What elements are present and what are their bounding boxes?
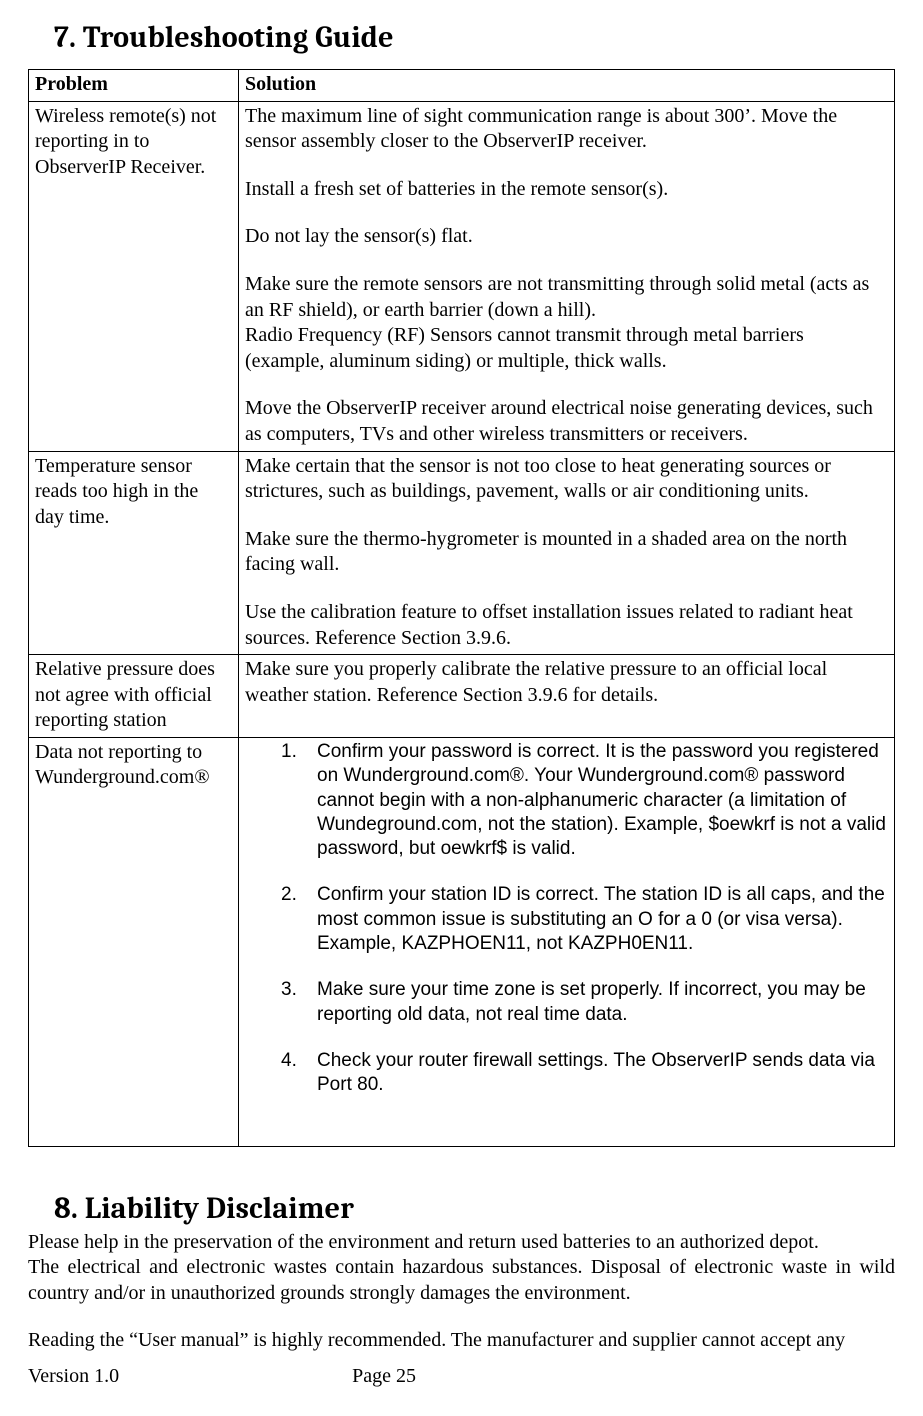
solution-paragraph: Make sure the thermo-hygrometer is mount…	[245, 527, 888, 578]
problem-cell: Relative pressure does not agree with of…	[29, 655, 239, 738]
solution-cell: The maximum line of sight communication …	[239, 101, 895, 451]
heading-liability: 8. Liability Disclaimer	[54, 1191, 895, 1226]
liability-paragraph: Reading the “User manual” is highly reco…	[28, 1328, 895, 1354]
list-item: Confirm your password is correct. It is …	[281, 740, 888, 862]
liability-paragraph: The electrical and electronic wastes con…	[28, 1255, 895, 1306]
solution-cell: Make sure you properly calibrate the rel…	[239, 655, 895, 738]
problem-cell: Wireless remote(s) not reporting in to O…	[29, 101, 239, 451]
solution-paragraph: Make certain that the sensor is not too …	[245, 454, 888, 505]
list-item: Make sure your time zone is set properly…	[281, 978, 888, 1027]
footer-page: Page 25	[352, 1365, 416, 1388]
solution-paragraph: The maximum line of sight communication …	[245, 104, 888, 155]
solution-paragraph: Do not lay the sensor(s) flat.	[245, 224, 888, 250]
liability-body: Please help in the preservation of the e…	[28, 1230, 895, 1354]
heading-troubleshooting: 7. Troubleshooting Guide	[54, 20, 895, 55]
table-row: Data not reporting to Wunderground.com® …	[29, 737, 895, 1146]
liability-paragraph: Please help in the preservation of the e…	[28, 1230, 895, 1256]
solution-ordered-list: Confirm your password is correct. It is …	[245, 740, 888, 1098]
table-row: Temperature sensor reads too high in the…	[29, 451, 895, 655]
footer-version: Version 1.0	[28, 1365, 119, 1388]
table-row: Wireless remote(s) not reporting in to O…	[29, 101, 895, 451]
solution-cell: Make certain that the sensor is not too …	[239, 451, 895, 655]
solution-cell: Confirm your password is correct. It is …	[239, 737, 895, 1146]
problem-cell: Temperature sensor reads too high in the…	[29, 451, 239, 655]
page-footer: Version 1.0 Page 25	[28, 1365, 895, 1388]
solution-paragraph: Radio Frequency (RF) Sensors cannot tran…	[245, 323, 888, 374]
list-item: Confirm your station ID is correct. The …	[281, 883, 888, 956]
th-solution: Solution	[239, 70, 895, 102]
troubleshooting-table: Problem Solution Wireless remote(s) not …	[28, 69, 895, 1147]
solution-paragraph: Use the calibration feature to offset in…	[245, 600, 888, 651]
problem-cell: Data not reporting to Wunderground.com®	[29, 737, 239, 1146]
solution-paragraph: Install a fresh set of batteries in the …	[245, 177, 888, 203]
solution-paragraph: Make sure you properly calibrate the rel…	[245, 657, 888, 708]
th-problem: Problem	[29, 70, 239, 102]
solution-paragraph: Move the ObserverIP receiver around elec…	[245, 396, 888, 447]
table-row: Relative pressure does not agree with of…	[29, 655, 895, 738]
solution-paragraph: Make sure the remote sensors are not tra…	[245, 272, 888, 323]
list-item: Check your router firewall settings. The…	[281, 1049, 888, 1098]
